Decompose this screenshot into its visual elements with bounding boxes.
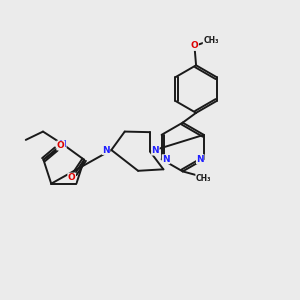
- Text: N: N: [196, 155, 204, 164]
- Text: N: N: [102, 146, 110, 154]
- Text: N: N: [58, 140, 66, 148]
- Text: O: O: [57, 141, 64, 150]
- Text: O: O: [68, 173, 76, 182]
- Text: O: O: [191, 41, 199, 50]
- Text: N: N: [162, 155, 170, 164]
- Text: CH₃: CH₃: [203, 35, 219, 44]
- Text: CH₃: CH₃: [196, 174, 211, 183]
- Text: N: N: [152, 146, 159, 155]
